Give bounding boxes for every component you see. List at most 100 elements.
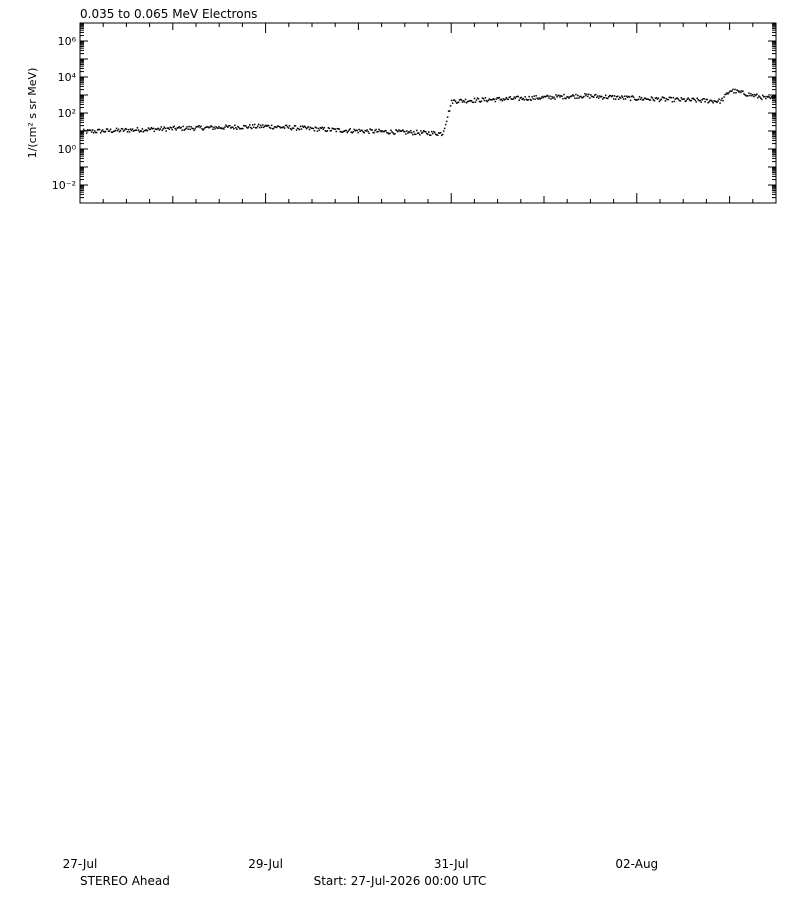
data-point <box>408 130 410 133</box>
data-point <box>476 97 479 99</box>
data-point <box>89 129 92 132</box>
data-point <box>335 130 338 133</box>
data-point <box>502 98 505 100</box>
data-point <box>657 97 660 99</box>
data-point <box>183 129 185 131</box>
data-point <box>389 132 391 135</box>
data-point <box>142 131 145 133</box>
data-point <box>611 95 614 97</box>
data-point <box>631 95 634 97</box>
data-point <box>656 98 659 100</box>
data-point <box>427 133 429 136</box>
data-point <box>165 130 168 132</box>
data-point <box>477 97 480 100</box>
data-point <box>629 99 632 102</box>
data-point <box>364 129 366 132</box>
data-point <box>135 129 138 131</box>
data-point <box>163 126 166 128</box>
data-point <box>283 127 286 129</box>
data-point <box>190 126 192 128</box>
data-point <box>483 99 486 102</box>
data-point <box>228 125 230 127</box>
data-point <box>460 99 463 101</box>
data-point <box>304 126 307 128</box>
data-point <box>263 125 266 128</box>
data-point <box>442 130 445 132</box>
data-point <box>272 127 275 130</box>
data-point <box>632 96 635 98</box>
data-point <box>144 129 147 132</box>
data-point <box>630 95 633 98</box>
data-point <box>740 91 742 94</box>
data-point <box>323 126 326 129</box>
data-point <box>178 126 180 128</box>
data-point <box>337 127 340 130</box>
data-point <box>671 101 674 103</box>
data-point <box>637 98 640 100</box>
data-point <box>694 99 696 102</box>
data-point <box>601 95 603 98</box>
data-point <box>251 127 253 130</box>
data-point <box>682 98 685 100</box>
data-point <box>486 100 489 103</box>
data-point <box>415 133 417 135</box>
data-point <box>554 98 556 100</box>
data-point <box>616 95 619 97</box>
data-point <box>666 98 669 101</box>
data-point <box>491 98 494 101</box>
data-point <box>731 90 733 92</box>
data-point <box>391 131 393 133</box>
data-point <box>478 100 481 103</box>
data-point <box>494 100 497 103</box>
data-point <box>728 91 730 94</box>
data-point <box>641 99 644 101</box>
data-point <box>321 126 324 129</box>
data-point <box>151 128 154 130</box>
data-point <box>247 127 249 129</box>
data-point <box>418 132 420 134</box>
data-point <box>397 130 399 133</box>
data-point <box>685 100 688 102</box>
data-point <box>129 128 132 130</box>
data-point <box>609 94 612 97</box>
data-point <box>747 95 749 97</box>
data-point <box>680 97 683 99</box>
data-point <box>422 131 424 134</box>
data-point <box>647 98 650 101</box>
x-tick-label: 29-Jul <box>248 857 283 871</box>
x-tick-label: 27-Jul <box>63 857 98 871</box>
data-point <box>672 96 675 99</box>
data-point <box>393 133 395 135</box>
data-point <box>328 127 331 130</box>
data-point <box>175 129 177 131</box>
data-point <box>444 123 447 126</box>
data-point <box>463 101 466 103</box>
data-point <box>282 126 285 128</box>
data-point <box>400 130 402 132</box>
data-point <box>738 91 740 93</box>
data-point <box>376 131 378 133</box>
data-point <box>763 96 765 98</box>
data-point <box>334 128 337 130</box>
data-point <box>404 130 406 133</box>
data-point <box>642 98 645 101</box>
data-point <box>534 98 536 100</box>
data-point <box>277 125 280 128</box>
data-point <box>766 95 768 98</box>
data-point <box>624 98 627 100</box>
data-point <box>368 132 370 135</box>
data-point <box>521 98 523 101</box>
data-point <box>278 125 281 128</box>
data-point <box>546 94 548 97</box>
data-point <box>495 98 498 100</box>
data-point <box>316 130 319 132</box>
data-point <box>525 98 527 100</box>
data-point <box>726 92 728 94</box>
data-point <box>307 126 310 128</box>
data-point <box>686 98 689 100</box>
data-point <box>86 129 89 131</box>
data-point <box>118 130 121 133</box>
data-point <box>485 99 488 102</box>
data-point <box>575 93 577 96</box>
data-point <box>564 97 566 99</box>
